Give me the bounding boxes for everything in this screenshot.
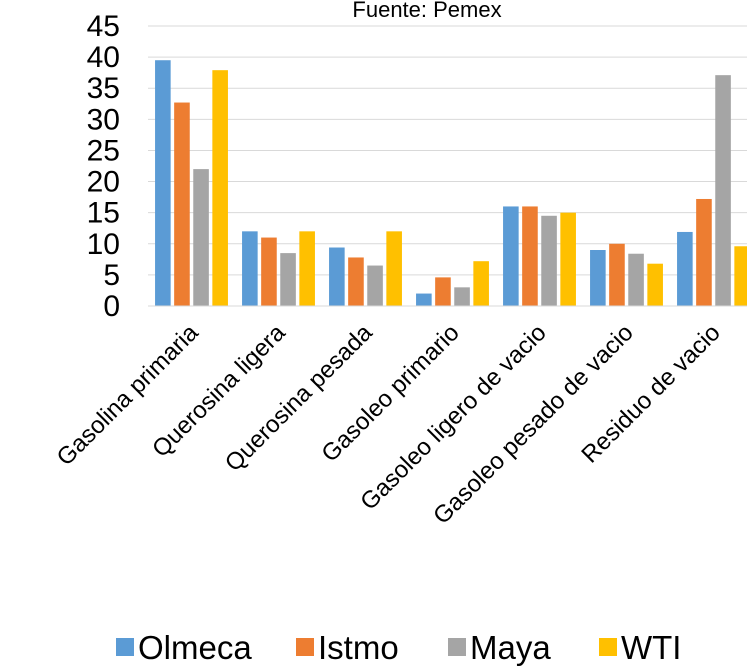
y-tick-label: 20: [87, 166, 120, 199]
bar-wti-1: [299, 231, 315, 306]
y-tick-label: 10: [87, 228, 120, 261]
bar-wti-4: [560, 212, 576, 306]
bar-istmo-4: [522, 206, 538, 306]
bar-wti-5: [647, 263, 663, 306]
y-tick-label: 35: [87, 72, 120, 105]
legend-label-istmo: Istmo: [318, 629, 399, 666]
legend-label-wti: WTI: [621, 629, 681, 666]
y-tick-label: 15: [87, 197, 120, 230]
y-tick-label: 25: [87, 134, 120, 167]
y-tick-label: 40: [87, 41, 120, 74]
x-category-label: Querosina pesada: [220, 319, 378, 477]
bar-olmeca-4: [503, 206, 519, 306]
bar-wti-3: [473, 261, 489, 306]
y-tick-label: 5: [103, 259, 120, 292]
bar-maya-3: [454, 287, 470, 306]
bar-istmo-1: [261, 237, 277, 306]
x-category-label: Gasolina primaria: [52, 319, 205, 472]
bar-maya-2: [367, 265, 383, 306]
bar-istmo-5: [609, 243, 625, 306]
legend: Olmeca Istmo Maya WTI: [116, 629, 681, 666]
bar-olmeca-1: [242, 231, 258, 306]
y-tick-label: 45: [87, 10, 120, 43]
bar-maya-0: [193, 169, 209, 306]
bar-olmeca-2: [329, 247, 345, 306]
gridlines: [148, 25, 747, 276]
legend-swatch-olmeca: [116, 638, 134, 656]
bar-maya-6: [715, 75, 731, 307]
bar-olmeca-0: [155, 60, 171, 306]
legend-label-olmeca: Olmeca: [138, 629, 252, 666]
legend-swatch-istmo: [296, 638, 314, 656]
bar-maya-1: [280, 253, 296, 306]
y-tick-label: 0: [103, 290, 120, 323]
bar-olmeca-6: [677, 231, 693, 306]
chart-title: Fuente: Pemex: [352, 0, 501, 22]
bar-wti-6: [734, 246, 747, 306]
legend-swatch-maya: [448, 638, 466, 656]
bar-maya-5: [628, 253, 644, 306]
bar-olmeca-3: [416, 293, 432, 306]
bars: [155, 60, 747, 307]
bar-istmo-6: [696, 198, 712, 306]
bar-wti-0: [212, 70, 228, 306]
bar-istmo-2: [348, 257, 364, 306]
bar-maya-4: [541, 215, 557, 306]
y-tick-label: 30: [87, 103, 120, 136]
bar-istmo-3: [435, 277, 451, 306]
bar-wti-2: [386, 231, 402, 306]
legend-swatch-wti: [599, 638, 617, 656]
legend-label-maya: Maya: [470, 629, 551, 666]
bar-istmo-0: [174, 102, 190, 307]
bar-olmeca-5: [590, 250, 606, 306]
